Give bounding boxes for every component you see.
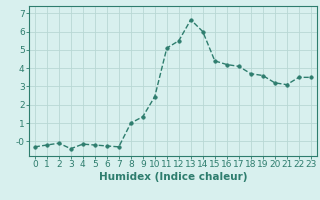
X-axis label: Humidex (Indice chaleur): Humidex (Indice chaleur) (99, 172, 247, 182)
